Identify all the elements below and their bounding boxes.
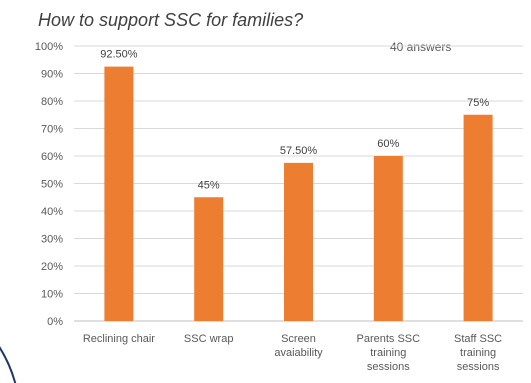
answers-count-annotation: 40 answers (390, 40, 451, 54)
bar-value-label: 45% (198, 179, 220, 191)
y-tick-label: 100% (35, 41, 63, 53)
y-tick-label: 0% (47, 316, 63, 328)
bar-value-label: 92.50% (100, 49, 138, 61)
y-tick-label: 70% (41, 124, 63, 136)
bar-value-label: 75% (467, 97, 489, 109)
y-tick-label: 50% (41, 179, 63, 191)
chart-title: How to support SSC for families? (38, 10, 303, 30)
y-tick-label: 30% (41, 234, 63, 246)
bar-value-label: 57.50% (280, 145, 318, 157)
x-category-label: Parents SSC (357, 333, 421, 345)
y-tick-label: 60% (41, 151, 63, 163)
y-tick-label: 10% (41, 289, 63, 301)
bar (373, 156, 403, 321)
x-category-label: SSC wrap (184, 333, 234, 345)
x-category-label: avaiability (274, 347, 323, 359)
y-tick-label: 40% (41, 206, 63, 218)
bar (463, 114, 493, 321)
bar (284, 162, 313, 321)
y-tick-label: 80% (41, 96, 63, 108)
x-category-label: Reclining chair (83, 333, 155, 345)
y-tick-label: 90% (41, 69, 63, 81)
category-labels: Reclining chair SSC wrap Screen avaiability… (83, 333, 502, 373)
bars (104, 66, 493, 321)
y-axis-tick-labels: 0% 10% 20% 30% 40% 50% 60% 70% 80% 90% 100% (35, 41, 63, 328)
x-category-label: training (460, 347, 496, 359)
x-category-label: training (370, 347, 406, 359)
x-category-label: Staff SSC (454, 333, 502, 345)
bar (104, 66, 134, 321)
x-category-label: sessions (457, 361, 500, 373)
data-labels: 92.50% 45% 57.50% 60% 75% (100, 49, 489, 192)
x-category-label: sessions (367, 361, 410, 373)
bar-value-label: 60% (377, 138, 399, 150)
decorative-corner-arc (0, 346, 17, 383)
bar (194, 197, 224, 321)
x-category-label: Screen (281, 333, 316, 345)
y-tick-label: 20% (41, 261, 63, 273)
